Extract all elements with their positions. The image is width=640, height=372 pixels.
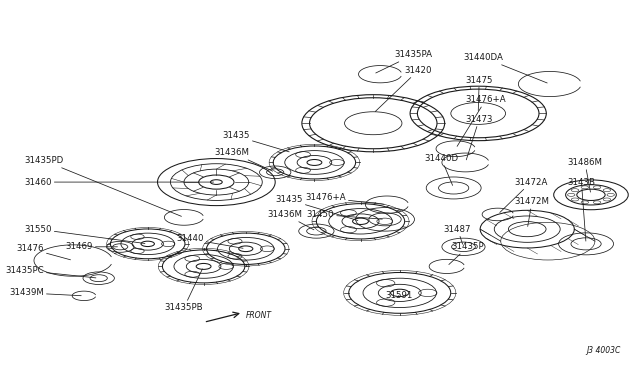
Text: 31420: 31420: [375, 66, 432, 112]
Text: 31476+A: 31476+A: [305, 193, 384, 204]
Text: 31439M: 31439M: [9, 288, 81, 297]
Text: 31472A: 31472A: [500, 177, 548, 212]
Text: 31591: 31591: [385, 291, 412, 300]
Text: 31440: 31440: [176, 234, 243, 248]
Text: 31550: 31550: [24, 225, 145, 244]
Text: 31469: 31469: [65, 242, 118, 251]
Text: 31440DA: 31440DA: [463, 53, 547, 83]
Text: 31476: 31476: [16, 244, 70, 260]
Text: 31472M: 31472M: [515, 197, 550, 227]
Text: 31440D: 31440D: [424, 154, 458, 185]
Text: 31436M: 31436M: [214, 148, 273, 171]
Text: 31473: 31473: [465, 115, 493, 160]
Text: 31435PD: 31435PD: [24, 156, 181, 217]
Text: 31476+A: 31476+A: [457, 95, 506, 146]
Text: 31435PC: 31435PC: [5, 266, 96, 278]
Text: J3 4003C: J3 4003C: [586, 346, 620, 355]
Text: 31435PB: 31435PB: [164, 269, 204, 312]
Text: 3143B: 3143B: [568, 177, 595, 241]
Text: 31486M: 31486M: [568, 158, 602, 192]
Text: 31435P: 31435P: [449, 242, 484, 264]
Text: 31435: 31435: [222, 131, 289, 152]
Text: 31436M: 31436M: [268, 210, 314, 230]
Text: FRONT: FRONT: [246, 311, 272, 320]
Text: 31435: 31435: [275, 195, 358, 221]
Text: 31460: 31460: [24, 177, 214, 187]
Text: 31475: 31475: [465, 76, 493, 110]
Text: 31435PA: 31435PA: [376, 50, 433, 73]
Text: 31487: 31487: [444, 225, 472, 244]
Text: 31450: 31450: [307, 210, 382, 219]
